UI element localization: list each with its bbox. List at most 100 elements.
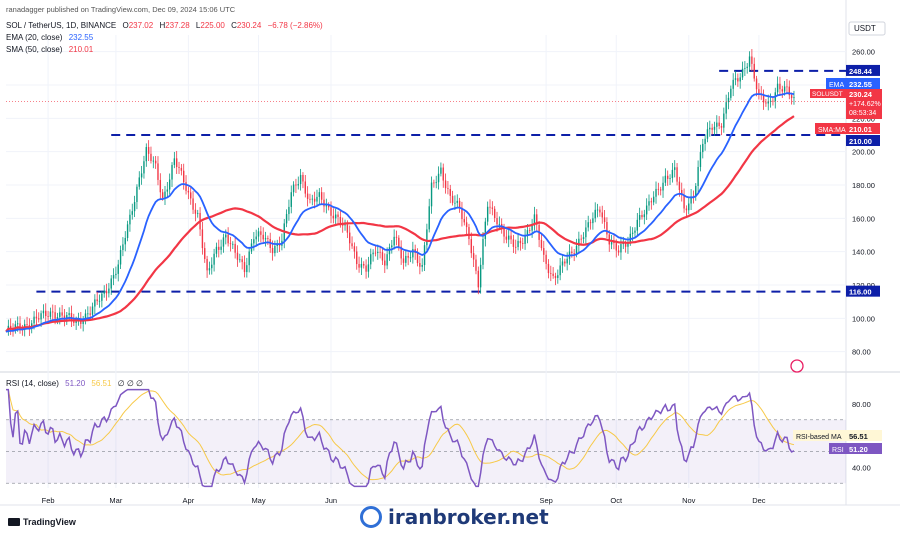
candle xyxy=(313,198,316,202)
candle xyxy=(337,214,339,217)
candle xyxy=(451,195,454,203)
candle xyxy=(16,323,19,325)
tag-ema-label-bg xyxy=(826,78,846,89)
ema-legend[interactable]: EMA (20, close) 232.55 xyxy=(6,33,97,43)
candle xyxy=(477,270,480,288)
candle xyxy=(419,263,421,267)
candle xyxy=(716,122,718,127)
tag-sma-value: 210.01 xyxy=(849,125,872,134)
candle xyxy=(344,224,346,226)
lightning-icon[interactable] xyxy=(790,359,804,373)
candle xyxy=(613,242,615,244)
candle xyxy=(126,224,129,238)
tag-ema-value-bg xyxy=(846,78,880,89)
candle xyxy=(295,184,297,186)
candle xyxy=(229,243,232,245)
candle xyxy=(718,122,720,127)
candle xyxy=(676,167,678,182)
candle xyxy=(547,263,550,274)
candle xyxy=(578,238,580,246)
candle xyxy=(407,255,409,258)
rsi-legend[interactable]: RSI (14, close) 51.20 56.51 ∅ ∅ ∅ xyxy=(6,379,147,389)
candle xyxy=(683,195,685,209)
symbol-name[interactable]: SOL / TetherUS, 1D, BINANCE xyxy=(6,21,117,30)
candle xyxy=(412,248,414,258)
candle xyxy=(157,163,159,180)
candle xyxy=(769,100,772,102)
candle xyxy=(515,246,517,248)
candle xyxy=(150,153,152,161)
tag-248-value-bg xyxy=(846,64,880,76)
candle xyxy=(98,300,101,302)
sma-legend[interactable]: SMA (50, close) 210.01 xyxy=(6,45,97,55)
candle xyxy=(84,313,87,321)
candle xyxy=(526,230,529,237)
ema-line xyxy=(5,92,795,333)
candle xyxy=(465,222,468,228)
candle xyxy=(393,236,395,246)
time-tick-label: Apr xyxy=(183,496,195,505)
candle xyxy=(91,306,94,315)
candle xyxy=(720,126,723,128)
candle xyxy=(175,158,178,167)
candle xyxy=(234,243,236,253)
candle xyxy=(122,244,124,251)
candle xyxy=(638,215,641,220)
tradingview-brand-text: TradingView xyxy=(23,517,76,527)
candle xyxy=(119,250,122,265)
time-tick-label: Nov xyxy=(682,496,696,505)
candle xyxy=(732,79,734,89)
candle xyxy=(524,236,526,244)
candle xyxy=(327,205,330,208)
candle xyxy=(82,320,84,324)
candle xyxy=(575,245,578,254)
tradingview-logo[interactable]: TradingView xyxy=(8,517,76,527)
rsi-legend-label: RSI (14, close) xyxy=(6,379,59,388)
candle xyxy=(786,86,788,88)
tag-210-value-bg xyxy=(846,135,880,146)
candle xyxy=(89,313,91,315)
currency-box[interactable] xyxy=(848,21,886,36)
candle xyxy=(133,202,136,212)
candle xyxy=(171,164,173,180)
candle xyxy=(159,179,162,193)
candle xyxy=(377,251,379,253)
candle xyxy=(334,214,337,219)
tag-sma-label-bg xyxy=(815,123,846,134)
candle xyxy=(610,242,613,245)
candle xyxy=(746,66,748,68)
candle xyxy=(45,310,47,317)
candle xyxy=(585,227,587,238)
candle xyxy=(190,192,192,199)
candle xyxy=(522,243,524,244)
candle xyxy=(510,235,512,240)
candle xyxy=(381,252,384,261)
candle xyxy=(648,201,650,206)
candle xyxy=(475,259,477,271)
watermark: iranbroker.net xyxy=(360,505,549,529)
candle xyxy=(59,312,61,318)
ohlc-l-label: L xyxy=(195,21,201,30)
candle xyxy=(781,89,783,92)
ema-legend-value: 232.55 xyxy=(68,33,94,42)
candle xyxy=(519,240,522,244)
candle xyxy=(87,313,89,315)
candle xyxy=(33,316,35,324)
candle xyxy=(208,268,211,271)
symbol-ohlc-line: SOL / TetherUS, 1D, BINANCE O237.02 H237… xyxy=(6,21,327,31)
candle xyxy=(302,174,304,182)
rsi-line xyxy=(6,388,795,488)
candle xyxy=(723,113,725,128)
candle xyxy=(318,192,321,197)
candle xyxy=(484,221,487,239)
candle xyxy=(435,182,437,184)
candle xyxy=(391,245,393,248)
rsi-legend-value: 51.20 xyxy=(65,379,86,388)
candle xyxy=(587,222,589,228)
candle xyxy=(185,182,187,191)
candle xyxy=(255,236,257,240)
candle xyxy=(592,218,594,224)
candle xyxy=(154,160,157,164)
candle xyxy=(620,244,622,253)
